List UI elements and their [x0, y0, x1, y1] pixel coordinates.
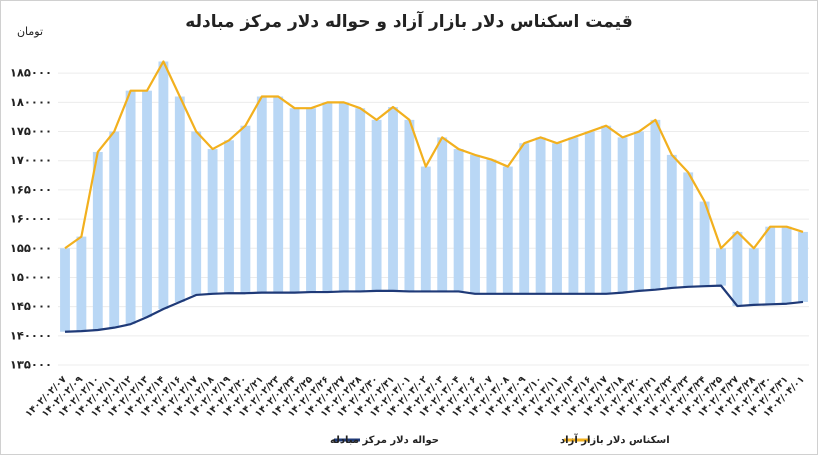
- hilo-bar: [125, 90, 136, 325]
- y-tick-label: ۱۸۰۰۰۰: [10, 95, 52, 109]
- y-tick-label: ۱۷۵۰۰۰: [10, 124, 52, 138]
- y-tick-label: ۱۷۰۰۰۰: [10, 153, 52, 167]
- hilo-bar: [142, 90, 152, 318]
- hilo-bar: [584, 131, 595, 294]
- hilo-bar: [60, 248, 70, 332]
- hilo-bar: [437, 137, 448, 292]
- hilo-bar: [502, 166, 513, 294]
- y-tick-label: ۱۴۰۰۰۰: [10, 328, 52, 342]
- hilo-bar: [634, 131, 644, 291]
- hilo-bar: [781, 226, 792, 304]
- hilo-bar: [371, 119, 382, 291]
- y-tick-label: ۱۵۰۰۰۰: [10, 270, 52, 284]
- y-unit: تومان: [17, 25, 43, 38]
- hilo-bar: [716, 248, 726, 286]
- y-tick-label: ۱۶۰۰۰۰: [10, 212, 52, 226]
- hilo-bar: [650, 119, 661, 290]
- hilo-bar: [420, 166, 431, 292]
- hilo-bar: [76, 236, 87, 332]
- hilo-bar: [273, 96, 284, 293]
- hilo-bar: [109, 131, 120, 328]
- hilo-bar: [174, 96, 185, 302]
- y-tick-label: ۱۸۵۰۰۰: [10, 66, 52, 80]
- chart-title: قیمت اسکناس دلار بازار آزاد و حواله دلار…: [185, 10, 632, 32]
- hilo-bar: [683, 172, 694, 287]
- hilo-bar: [765, 226, 776, 305]
- hilo-bar: [699, 201, 710, 287]
- hilo-bar: [519, 143, 530, 294]
- legend-label: اسکناس دلار بازار آزاد: [560, 433, 670, 446]
- y-tick-label: ۱۳۵۰۰۰: [10, 358, 52, 372]
- y-tick-label: ۱۴۵۰۰۰: [10, 299, 52, 313]
- hilo-bar: [224, 140, 234, 294]
- hilo-bar: [92, 151, 103, 330]
- hilo-bar: [355, 108, 366, 292]
- series-line: [64, 60, 804, 250]
- hilo-bar: [617, 137, 628, 293]
- y-tick-label: ۱۵۵۰۰۰: [10, 241, 52, 255]
- hilo-bar: [552, 143, 562, 294]
- hilo-bar: [568, 137, 579, 294]
- hilo-bar: [486, 159, 497, 294]
- hilo-bar: [388, 107, 398, 291]
- hilo-bar: [158, 61, 169, 309]
- series-line: [64, 284, 804, 333]
- y-tick-label: ۱۶۵۰۰۰: [10, 182, 52, 196]
- hilo-bar: [306, 108, 316, 293]
- hilo-bar: [748, 248, 759, 305]
- hilo-bar: [191, 131, 202, 295]
- hilo-bar: [666, 154, 677, 288]
- hilo-bar: [207, 149, 218, 294]
- hilo-bar: [338, 102, 349, 292]
- legend-label: حواله دلار مرکز مبادله: [330, 435, 439, 446]
- hilo-bar: [601, 125, 612, 294]
- hilo-bar: [535, 137, 546, 294]
- hilo-bar: [453, 149, 464, 292]
- hilo-bar: [404, 119, 415, 292]
- hilo-bar: [470, 154, 480, 294]
- hilo-bar: [798, 231, 808, 302]
- hilo-bar: [732, 231, 743, 307]
- hilo-bar: [240, 125, 251, 294]
- hilo-bar: [322, 102, 333, 293]
- hilo-bar: [256, 96, 267, 293]
- hilo-bar: [289, 108, 300, 293]
